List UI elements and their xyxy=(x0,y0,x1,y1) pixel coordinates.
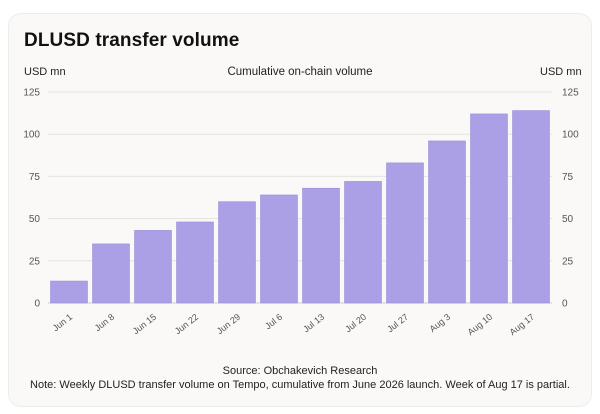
y-tick-label-right: 50 xyxy=(562,214,574,225)
bar xyxy=(134,230,172,304)
bar xyxy=(50,280,88,304)
bar xyxy=(470,113,508,304)
y-tick-label-left: 100 xyxy=(23,130,40,141)
bar xyxy=(302,187,340,304)
bar xyxy=(428,140,466,304)
chart-note: Note: Weekly DLUSD transfer volume on Te… xyxy=(30,379,570,391)
y-tick-label-right: 25 xyxy=(562,256,574,267)
y-axis-unit-right: USD mn xyxy=(540,66,582,78)
x-tick-label: Aug 3 xyxy=(428,312,453,334)
y-tick-label-left: 50 xyxy=(29,214,41,225)
x-tick-label: Jul 27 xyxy=(385,312,410,335)
x-tick-label: Aug 10 xyxy=(466,312,495,337)
y-tick-label-right: 100 xyxy=(562,130,579,141)
y-tick-label-left: 0 xyxy=(34,299,40,310)
x-tick-label: Aug 17 xyxy=(508,312,537,337)
bar xyxy=(176,221,214,304)
y-tick-label-right: 125 xyxy=(562,88,579,99)
bar xyxy=(512,110,550,304)
x-tick-label: Jul 6 xyxy=(263,312,284,332)
x-tick-label: Jul 13 xyxy=(301,312,326,335)
bar xyxy=(218,201,256,304)
x-tick-label: Jun 22 xyxy=(173,312,200,337)
x-tick-label: Jun 1 xyxy=(51,312,75,333)
bar xyxy=(92,243,130,304)
x-tick-label: Jun 15 xyxy=(131,312,158,337)
y-tick-label-left: 125 xyxy=(23,88,40,99)
chart-subtitle: Cumulative on-chain volume xyxy=(227,66,373,78)
y-tick-label-left: 25 xyxy=(29,256,41,267)
x-tick-label: Jul 20 xyxy=(343,312,368,335)
y-tick-label-left: 75 xyxy=(29,172,41,183)
x-tick-label: Jun 8 xyxy=(93,312,117,333)
chart-source: Source: Obchakevich Research xyxy=(222,365,378,377)
chart-title: DLUSD transfer volume xyxy=(24,30,240,51)
y-axis-unit-left: USD mn xyxy=(24,66,66,78)
x-tick-label: Jun 29 xyxy=(215,312,242,337)
bar xyxy=(344,181,382,304)
y-tick-label-right: 0 xyxy=(562,299,568,310)
y-tick-label-right: 75 xyxy=(562,172,574,183)
bar xyxy=(260,194,298,304)
bar xyxy=(386,162,424,304)
